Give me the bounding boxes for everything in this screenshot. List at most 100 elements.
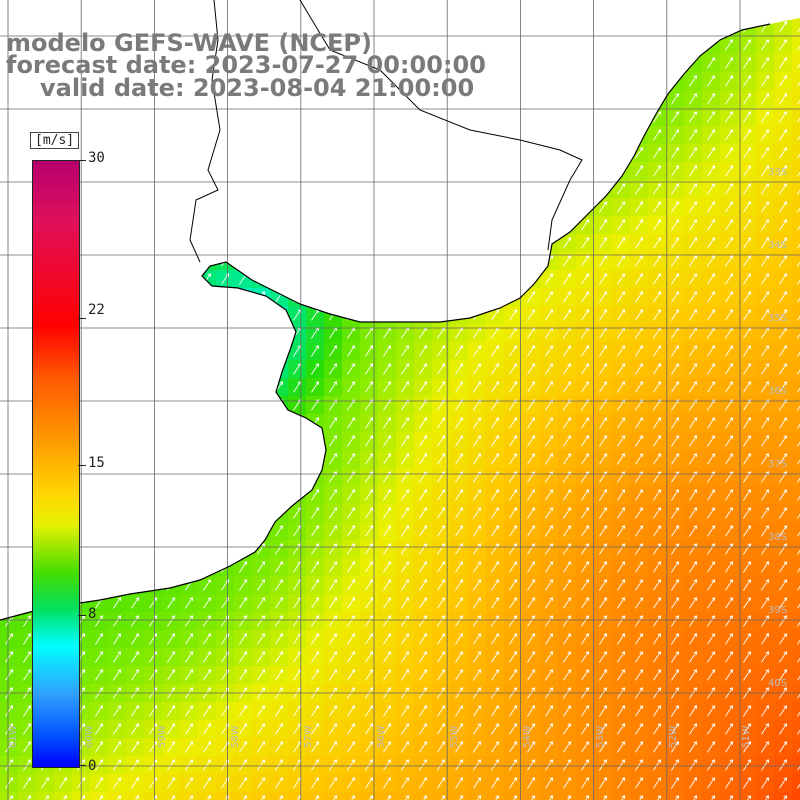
wind-arrow — [239, 723, 248, 735]
wind-arrow — [419, 39, 428, 51]
wind-arrow — [311, 291, 320, 303]
wind-arrow — [599, 417, 608, 429]
wind-arrow — [167, 255, 176, 267]
wind-arrow — [635, 741, 644, 753]
wind-arrow — [365, 795, 374, 800]
wind-arrow — [743, 201, 752, 213]
wind-speed-cell — [306, 450, 325, 469]
wind-arrow — [491, 759, 500, 771]
wind-speed-cell — [522, 144, 541, 163]
wind-arrow — [365, 705, 374, 717]
wind-arrow — [275, 543, 284, 555]
wind-speed-cell — [126, 792, 145, 800]
wind-arrow — [779, 381, 788, 393]
wind-speed-cell — [252, 270, 271, 289]
wind-speed-cell — [252, 342, 271, 361]
wind-arrow — [635, 759, 644, 771]
wind-arrow — [635, 309, 644, 321]
wind-arrow — [509, 453, 518, 465]
colorbar-tick-mark — [78, 615, 86, 616]
wind-arrow — [419, 435, 428, 447]
wind-arrow — [437, 543, 446, 555]
wind-speed-cell — [792, 144, 800, 163]
wind-speed-cell — [378, 234, 397, 253]
wind-speed-cell — [108, 198, 127, 217]
wind-arrow — [239, 201, 248, 213]
wind-speed-cell — [108, 180, 127, 199]
wind-arrow — [149, 219, 158, 231]
wind-arrow — [473, 777, 482, 789]
wind-speed-cell — [216, 522, 235, 541]
wind-arrow — [491, 561, 500, 573]
wind-arrow — [725, 777, 734, 789]
wind-arrow — [509, 39, 518, 51]
wind-arrow — [779, 39, 788, 51]
wind-speed-cell — [198, 540, 217, 559]
wind-arrow — [131, 543, 140, 555]
wind-arrow — [797, 75, 800, 87]
wind-arrow — [581, 237, 590, 249]
wind-arrow — [185, 327, 194, 339]
wind-arrow — [491, 4, 498, 15]
wind-arrow — [257, 345, 266, 357]
wind-speed-cell — [90, 576, 109, 595]
wind-arrow — [437, 309, 446, 321]
wind-speed-cell — [432, 270, 451, 289]
wind-speed-cell — [108, 504, 127, 523]
wind-arrow — [185, 453, 194, 465]
wind-arrow — [653, 561, 662, 573]
model-title: modelo GEFS-WAVE (NCEP) — [6, 29, 372, 57]
wind-arrow — [347, 741, 356, 753]
wind-arrow — [113, 273, 122, 285]
wind-arrow — [689, 21, 698, 33]
wind-arrow — [167, 471, 176, 483]
wind-speed-cell — [540, 126, 559, 145]
wind-arrow — [383, 219, 392, 231]
wind-arrow — [167, 309, 176, 321]
wind-arrow — [653, 489, 662, 501]
wind-arrow — [23, 381, 32, 393]
wind-arrow — [419, 651, 428, 663]
wind-arrow — [509, 705, 518, 717]
wind-speed-cell — [792, 360, 800, 379]
wind-arrow — [131, 741, 140, 753]
valid-date: valid date: 2023-08-04 21:00:00 — [40, 74, 475, 102]
wind-arrow — [95, 795, 104, 800]
wind-arrow — [581, 93, 590, 105]
wind-arrow — [185, 507, 194, 519]
wind-speed-cell — [522, 162, 541, 181]
wind-arrow — [761, 57, 770, 69]
wind-arrow — [707, 777, 716, 789]
wind-arrow — [419, 453, 428, 465]
wind-arrow — [797, 399, 800, 411]
wind-arrow — [23, 597, 32, 609]
wind-arrow — [581, 741, 590, 753]
wind-speed-cell — [612, 36, 631, 55]
wind-arrow — [563, 669, 572, 681]
wind-speed-cell — [522, 234, 541, 253]
wind-arrow — [329, 201, 338, 213]
wind-arrow — [419, 597, 428, 609]
wind-arrow — [473, 795, 482, 800]
wind-speed-cell — [126, 126, 145, 145]
wind-speed-cell — [234, 414, 253, 433]
wind-arrow — [437, 21, 446, 33]
wind-arrow — [401, 651, 410, 663]
wind-arrow — [581, 57, 590, 69]
wind-speed-cell — [216, 468, 235, 487]
wind-speed-cell — [216, 396, 235, 415]
wind-speed-cell — [234, 504, 253, 523]
wind-arrow — [257, 561, 266, 573]
wind-speed-cell — [180, 324, 199, 343]
wind-arrow — [365, 363, 374, 375]
wind-arrow — [167, 111, 176, 123]
wind-arrow — [131, 147, 140, 159]
wind-arrow — [491, 165, 500, 177]
wind-arrow — [131, 489, 140, 501]
wind-arrow — [293, 183, 302, 195]
wind-arrow — [545, 57, 554, 69]
wind-arrow — [509, 651, 518, 663]
wind-arrow — [779, 723, 788, 735]
lon-label: 60W — [84, 725, 95, 748]
